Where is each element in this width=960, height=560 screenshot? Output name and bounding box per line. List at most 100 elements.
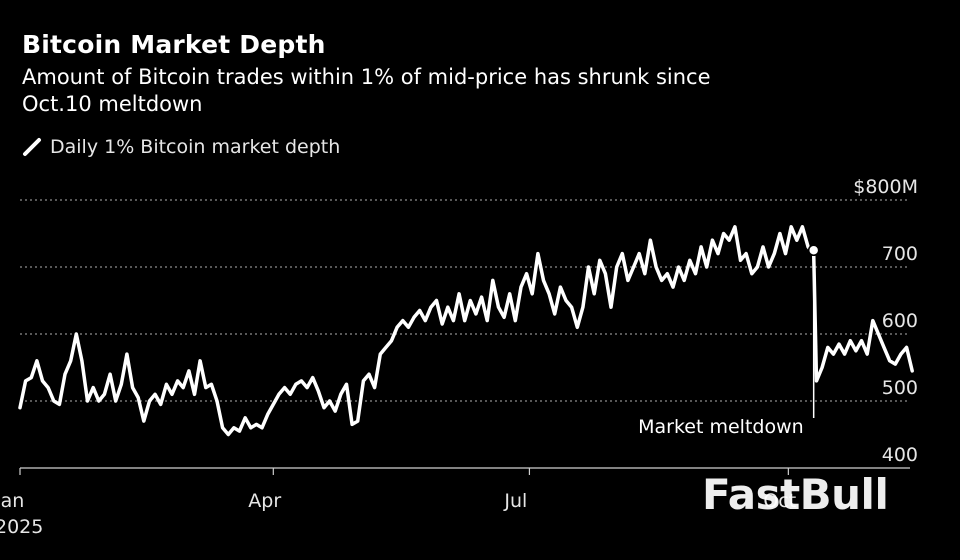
annotation-label: Market meltdown <box>638 416 804 438</box>
data-point <box>815 379 818 382</box>
data-point <box>19 406 22 409</box>
data-point <box>441 323 444 326</box>
data-point <box>368 373 371 376</box>
data-point <box>756 266 759 269</box>
data-point <box>570 306 573 309</box>
data-point <box>137 396 140 399</box>
data-point <box>610 306 613 309</box>
data-point <box>778 232 781 235</box>
data-point <box>424 319 427 322</box>
data-point <box>525 272 528 275</box>
data-point <box>821 366 824 369</box>
data-point <box>559 286 562 289</box>
data-point <box>92 386 95 389</box>
data-point <box>86 400 89 403</box>
data-point <box>311 376 314 379</box>
legend: Daily 1% Bitcoin market depth <box>22 136 340 158</box>
data-point <box>24 379 27 382</box>
data-point <box>379 353 382 356</box>
data-point <box>711 239 714 242</box>
data-point <box>576 326 579 329</box>
data-point <box>626 279 629 282</box>
data-point <box>187 369 190 372</box>
data-point <box>486 319 489 322</box>
data-point <box>649 239 652 242</box>
data-point <box>784 252 787 255</box>
data-point <box>373 386 376 389</box>
data-point <box>621 252 624 255</box>
data-point <box>199 359 202 362</box>
data-point <box>429 306 432 309</box>
data-point <box>69 359 72 362</box>
data-point <box>171 393 174 396</box>
data-point <box>598 259 601 262</box>
data-point <box>109 373 112 376</box>
data-point <box>677 266 680 269</box>
data-point <box>660 279 663 282</box>
data-point <box>47 386 50 389</box>
data-point <box>216 400 219 403</box>
data-point <box>176 379 179 382</box>
data-point <box>894 363 897 366</box>
data-point <box>261 426 264 429</box>
data-point <box>672 286 675 289</box>
data-point <box>638 252 641 255</box>
data-point <box>294 383 297 386</box>
data-point <box>458 292 461 295</box>
data-point <box>452 319 455 322</box>
data-point <box>593 292 596 295</box>
data-point <box>463 319 466 322</box>
data-point <box>491 279 494 282</box>
data-point <box>832 353 835 356</box>
data-point <box>339 393 342 396</box>
data-point <box>604 272 607 275</box>
data-point <box>272 403 275 406</box>
data-point <box>643 272 646 275</box>
y-tick-label: 500 <box>882 377 918 399</box>
data-point <box>688 259 691 262</box>
data-point <box>159 403 162 406</box>
data-point <box>826 346 829 349</box>
data-point <box>154 393 157 396</box>
data-point <box>255 423 258 426</box>
data-point <box>300 379 303 382</box>
data-point <box>905 346 908 349</box>
y-tick-label: 700 <box>882 243 918 265</box>
data-point <box>503 316 506 319</box>
data-point <box>97 400 100 403</box>
data-point <box>866 353 869 356</box>
data-point <box>221 426 224 429</box>
data-point <box>232 426 235 429</box>
data-point <box>860 339 863 342</box>
data-point <box>871 319 874 322</box>
data-point <box>165 383 168 386</box>
watermark-logo: FastBull <box>702 470 889 519</box>
data-point <box>277 393 280 396</box>
data-point <box>131 386 134 389</box>
chart-subtitle: Amount of Bitcoin trades within 1% of mi… <box>22 65 711 116</box>
data-point <box>615 266 618 269</box>
data-point <box>125 353 128 356</box>
y-tick-label: 400 <box>882 444 918 466</box>
data-point <box>581 306 584 309</box>
data-point <box>843 353 846 356</box>
data-point <box>790 225 793 228</box>
data-point <box>238 430 241 433</box>
data-point <box>854 349 857 352</box>
data-point <box>705 266 708 269</box>
data-point <box>877 333 880 336</box>
data-point <box>666 272 669 275</box>
data-point <box>58 403 61 406</box>
data-point <box>244 416 247 419</box>
data-point <box>899 353 902 356</box>
data-point <box>548 292 551 295</box>
data-point <box>514 319 517 322</box>
series-line <box>18 225 914 437</box>
data-point <box>435 299 438 302</box>
data-point <box>683 279 686 282</box>
data-point <box>531 292 534 295</box>
data-point <box>883 346 886 349</box>
data-point <box>289 393 292 396</box>
data-point <box>362 379 365 382</box>
data-point <box>204 386 207 389</box>
